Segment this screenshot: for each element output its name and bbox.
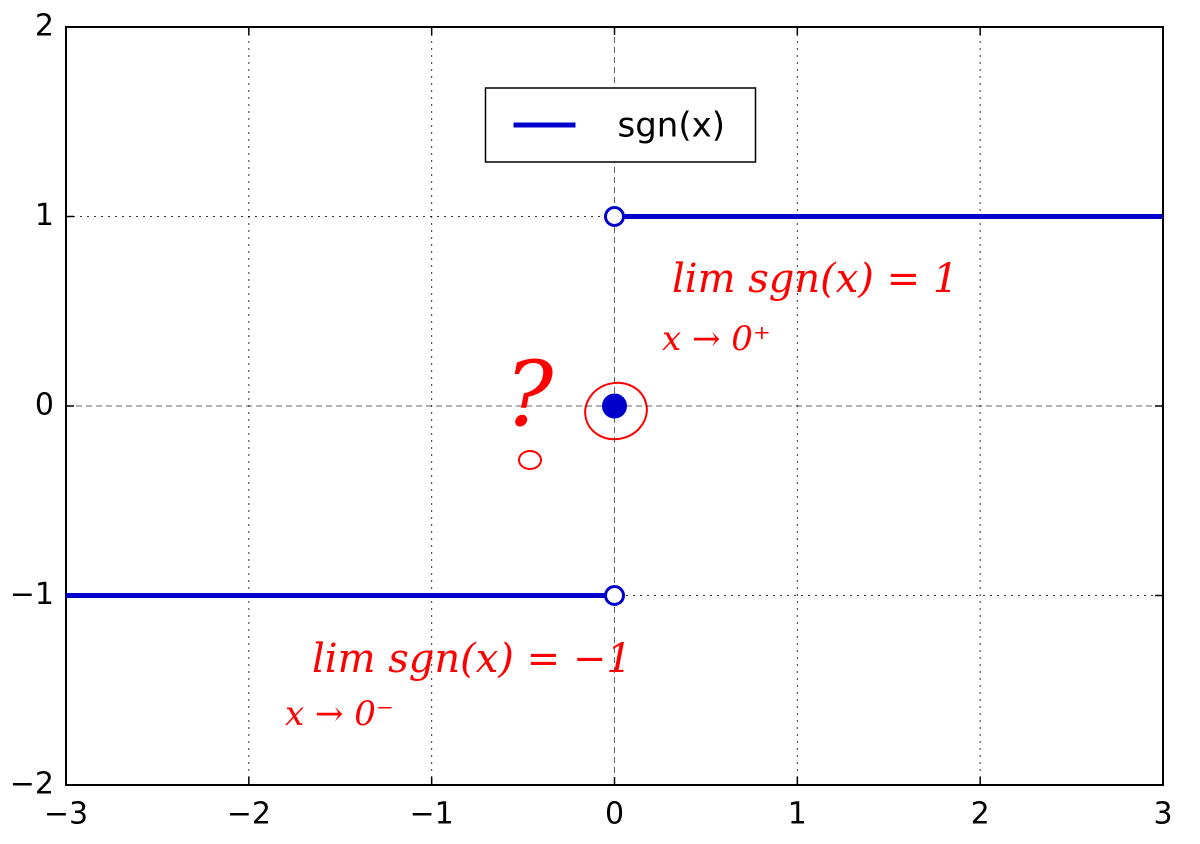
x-tick-label: −2 (227, 797, 271, 832)
x-tick-label: −1 (410, 797, 454, 832)
y-tick-label: 2 (35, 9, 54, 44)
x-tick-label: 1 (788, 797, 807, 832)
y-tick-label: −1 (10, 577, 54, 612)
filled-point (602, 393, 627, 419)
annotation: x → 0⁺ (662, 319, 771, 359)
legend-label: sgn(x) (618, 106, 726, 146)
y-tick-label: 0 (35, 388, 54, 423)
y-tick-label: −2 (10, 767, 54, 802)
y-tick-label: 1 (35, 198, 54, 233)
annotation: lim sgn(x) = −1 (312, 636, 632, 682)
hand-circle (584, 381, 648, 441)
x-tick-label: −3 (44, 797, 88, 832)
x-tick-label: 3 (1153, 797, 1172, 832)
annotation: lim sgn(x) = 1 (672, 256, 958, 302)
open-point (604, 585, 625, 606)
series-line (66, 214, 1163, 598)
annotation: ? (505, 342, 554, 447)
plot-frame (65, 26, 1164, 786)
annotation: x → 0⁻ (285, 694, 394, 734)
open-point (604, 206, 625, 227)
x-tick-label: 2 (971, 797, 990, 832)
hand-mark (518, 450, 542, 470)
x-tick-label: 0 (605, 797, 624, 832)
